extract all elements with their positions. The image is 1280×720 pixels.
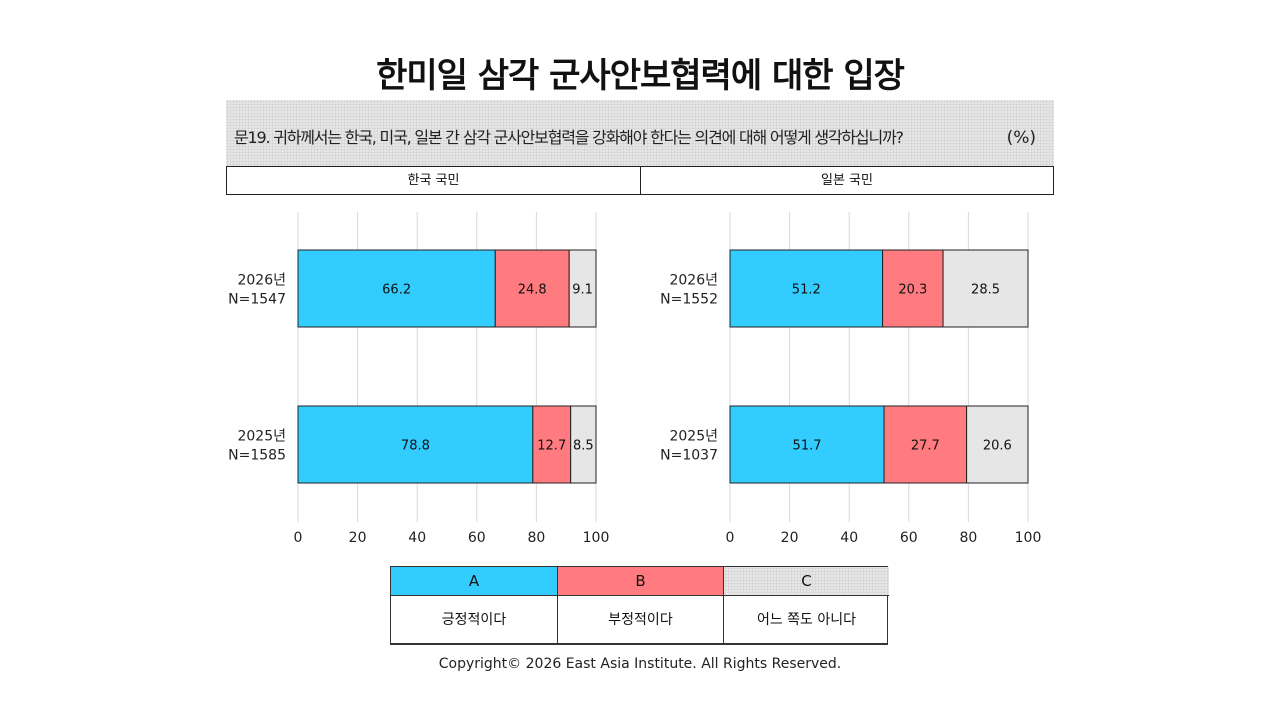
bar-segment-a	[729, 249, 884, 328]
x-tick-label: 40	[408, 530, 426, 546]
x-tick-label: 60	[900, 530, 918, 546]
x-tick-label: 100	[1015, 530, 1042, 546]
bar-segment-c	[570, 405, 597, 484]
data-label: 28.5	[971, 283, 1000, 298]
bar-segment-b	[532, 405, 572, 484]
legend-label-b: 부정적이다	[557, 596, 723, 644]
question-text: 문19. 귀하께서는 한국, 미국, 일본 간 삼각 군사안보협력을 강화해야 …	[234, 128, 904, 147]
legend: A B C 긍정적이다 부정적이다 어느 쪽도 아니다	[390, 566, 889, 645]
bar-segment-c	[966, 405, 1029, 484]
unit-label: (%)	[1006, 128, 1036, 148]
bar-segment-a	[297, 249, 496, 328]
x-tick-label: 60	[468, 530, 486, 546]
x-tick-label: 20	[781, 530, 799, 546]
x-tick-label: 40	[840, 530, 858, 546]
copyright-text: Copyright© 2026 East Asia Institute. All…	[438, 656, 842, 672]
data-label: 8.5	[573, 439, 594, 454]
data-label: 78.8	[401, 439, 430, 454]
panel-header-japan: 일본 국민	[640, 166, 1054, 195]
category-label: 2026년 N=1547	[228, 273, 286, 308]
data-label: 27.7	[911, 439, 940, 454]
x-tick-label: 0	[726, 530, 735, 546]
bar-segment-b	[494, 249, 570, 328]
category-label: 2025년 N=1585	[228, 429, 286, 464]
bar-segment-c	[568, 249, 597, 328]
bar-segment-c	[942, 249, 1029, 328]
panel-header-korea: 한국 국민	[226, 166, 641, 195]
x-tick-label: 100	[583, 530, 610, 546]
category-label: 2025년 N=1037	[660, 429, 718, 464]
legend-label-c: 어느 쪽도 아니다	[723, 596, 889, 644]
category-label: 2026년 N=1552	[660, 273, 718, 308]
data-label: 24.8	[518, 283, 547, 298]
bar-segment-b	[883, 405, 968, 484]
data-label: 51.2	[792, 283, 821, 298]
question-box: 문19. 귀하께서는 한국, 미국, 일본 간 삼각 군사안보협력을 강화해야 …	[226, 100, 1054, 166]
data-label: 9.1	[572, 283, 593, 298]
x-tick-label: 20	[349, 530, 367, 546]
legend-key-c: C	[723, 567, 889, 596]
data-label: 20.6	[983, 439, 1012, 454]
chart-title: 한미일 삼각 군사안보협력에 대한 입장	[376, 56, 905, 96]
data-label: 12.7	[537, 439, 566, 454]
legend-key-b: B	[557, 567, 723, 596]
stacked-bar-chart: 0 20 40 60 80 100 2026년 N=1547 66.2 24.8 9.1 2025년 N…	[228, 212, 1042, 546]
data-label: 20.3	[898, 283, 927, 298]
data-label: 51.7	[793, 439, 822, 454]
data-label: 66.2	[382, 283, 411, 298]
bar-segment-a	[729, 405, 885, 484]
x-tick-label: 80	[959, 530, 977, 546]
legend-label-a: 긍정적이다	[441, 612, 507, 628]
legend-key-a: A	[391, 567, 557, 596]
x-tick-label: 0	[294, 530, 303, 546]
x-tick-label: 80	[527, 530, 545, 546]
